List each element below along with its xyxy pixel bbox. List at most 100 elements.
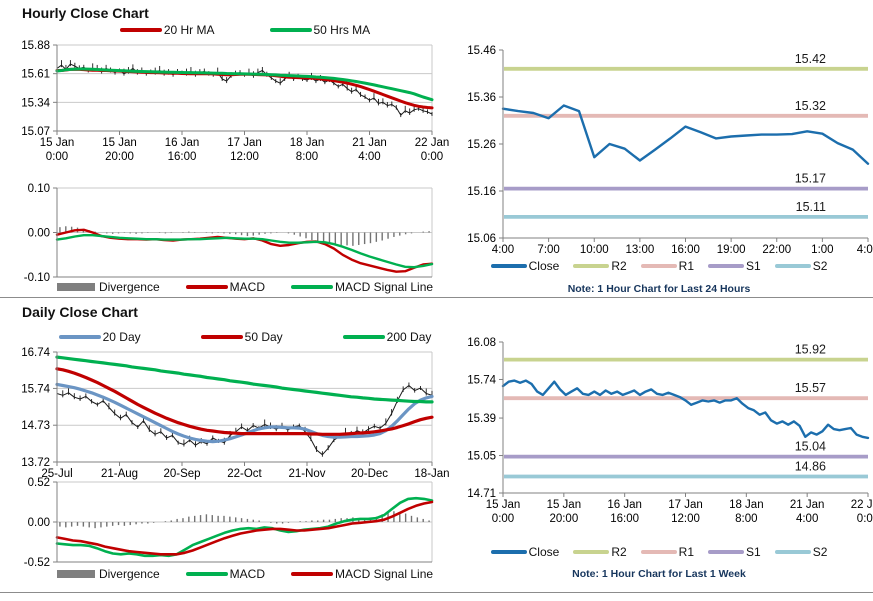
legend-label: Close <box>528 259 560 273</box>
legend-item-macd: MACD <box>185 280 265 294</box>
purple-line-swatch <box>708 264 744 268</box>
daily-support-resistance-chart: 16.08 15.74 15.39 15.05 14.71 15.92 15.57 15.04… <box>467 337 873 525</box>
svg-text:15.46: 15.46 <box>467 45 496 57</box>
legend-label: 200 Day <box>386 330 432 344</box>
hourly-price-legend: 20 Hr MA 50 Hrs MA <box>57 23 433 37</box>
svg-text:15.61: 15.61 <box>21 69 50 81</box>
legend-label: S2 <box>812 259 828 273</box>
legend-label: S1 <box>746 259 761 273</box>
svg-text:0.00: 0.00 <box>28 517 50 529</box>
gray-bar-swatch <box>56 283 95 291</box>
olive-line-swatch <box>573 264 610 268</box>
legend-label: R1 <box>678 545 694 559</box>
svg-text:18-Jan: 18-Jan <box>414 468 449 480</box>
svg-text:20-Sep: 20-Sep <box>163 468 200 480</box>
legend-label: R2 <box>611 259 627 273</box>
blue-line-swatch <box>490 264 527 268</box>
purple-line-swatch <box>708 550 744 554</box>
daily-sr-note: Note: 1 Hour Chart for Last 1 Week <box>572 568 746 580</box>
svg-text:15.57: 15.57 <box>795 381 826 395</box>
blue-line-swatch <box>490 550 527 554</box>
blue-line-swatch <box>58 335 101 339</box>
gray-bar-swatch <box>56 570 95 578</box>
svg-text:16:00: 16:00 <box>671 244 700 256</box>
cyan-line-swatch <box>774 550 811 554</box>
svg-text:14.86: 14.86 <box>795 459 826 473</box>
hourly-sr-note: Note: 1 Hour Chart for Last 24 Hours <box>567 283 751 295</box>
legend-item-20-hr-ma: 20 Hr MA <box>119 23 215 37</box>
svg-text:10:00: 10:00 <box>580 244 609 256</box>
green-line-swatch <box>185 572 228 576</box>
svg-text:1:00: 1:00 <box>811 244 833 256</box>
svg-text:0.52: 0.52 <box>28 477 50 489</box>
svg-text:15.34: 15.34 <box>21 97 50 109</box>
svg-text:15.32: 15.32 <box>795 99 826 113</box>
svg-text:15.06: 15.06 <box>467 233 496 245</box>
red-line-swatch <box>200 335 243 339</box>
legend-item-r1: R1 <box>640 545 694 559</box>
svg-text:13.72: 13.72 <box>21 457 50 469</box>
svg-text:21-Nov: 21-Nov <box>288 468 325 480</box>
svg-text:14.71: 14.71 <box>467 488 496 500</box>
svg-text:15.74: 15.74 <box>21 383 50 395</box>
daily-sr-legend: Close R2 R1 S1 S2 <box>445 545 873 559</box>
green-line-swatch <box>342 335 385 339</box>
svg-text:15.42: 15.42 <box>795 52 826 66</box>
red-line-swatch <box>185 285 228 289</box>
svg-text:-0.52: -0.52 <box>24 557 50 569</box>
svg-text:0.10: 0.10 <box>28 183 50 195</box>
svg-text:0.00: 0.00 <box>28 228 50 240</box>
hourly-macd-chart: 0.10 0.00 -0.10 <box>24 183 434 284</box>
svg-text:15.05: 15.05 <box>467 451 496 463</box>
legend-label: 20 Day <box>102 330 141 344</box>
svg-text:14.73: 14.73 <box>21 420 50 432</box>
legend-label: MACD <box>229 280 265 294</box>
svg-text:15.04: 15.04 <box>795 440 826 454</box>
legend-item-r1: R1 <box>640 259 694 273</box>
legend-label: MACD Signal Line <box>335 567 434 581</box>
olive-line-swatch <box>573 550 610 554</box>
legend-item-s1: S1 <box>708 545 761 559</box>
legend-item-macd-signal-line: MACD Signal Line <box>291 567 433 581</box>
hourly-macd-legend: Divergence MACD MACD Signal Line <box>56 280 434 294</box>
legend-item-macd: MACD <box>185 567 265 581</box>
bottom-divider <box>0 592 873 593</box>
svg-text:16.08: 16.08 <box>467 337 496 349</box>
legend-label: Divergence <box>98 567 160 581</box>
green-line-swatch <box>269 28 312 32</box>
green-line-swatch <box>291 285 333 289</box>
daily-macd-legend: Divergence MACD MACD Signal Line <box>56 567 433 581</box>
svg-text:4:00: 4:00 <box>857 244 873 256</box>
red-line-swatch <box>119 28 162 32</box>
legend-item-50-day: 50 Day <box>200 330 283 344</box>
svg-text:22:00: 22:00 <box>762 244 791 256</box>
svg-text:22-Oct: 22-Oct <box>227 468 262 480</box>
legend-item-divergence: Divergence <box>56 567 160 581</box>
section-divider <box>0 297 873 298</box>
svg-text:15.39: 15.39 <box>467 413 496 425</box>
svg-text:15.16: 15.16 <box>467 186 496 198</box>
hourly-support-resistance-chart: 15.46 15.36 15.26 15.16 15.06 15.42 15.32 15.17… <box>467 45 873 256</box>
pink-line-swatch <box>640 264 677 268</box>
daily-section-title: Daily Close Chart <box>22 304 138 320</box>
legend-label: 50 Day <box>244 330 283 344</box>
svg-text:15.26: 15.26 <box>467 139 496 151</box>
pink-line-swatch <box>640 550 677 554</box>
legend-label: MACD Signal Line <box>335 280 434 294</box>
legend-label: S2 <box>812 545 828 559</box>
legend-item-20-day: 20 Day <box>58 330 141 344</box>
hourly-sr-legend: Close R2 R1 S1 S2 <box>445 259 873 273</box>
legend-label: S1 <box>746 545 761 559</box>
svg-text:21-Aug: 21-Aug <box>101 468 138 480</box>
